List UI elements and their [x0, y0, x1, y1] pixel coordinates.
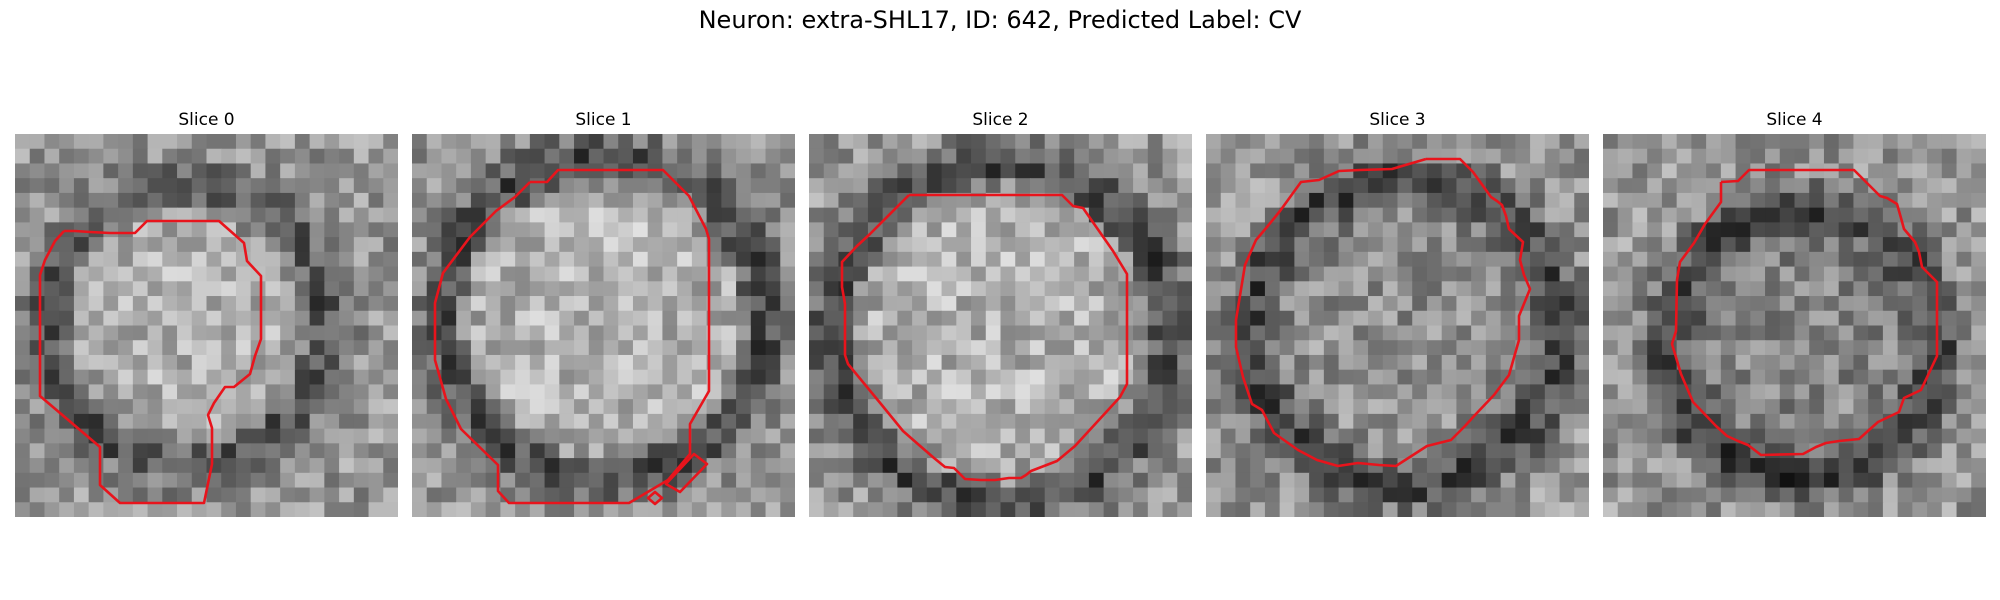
- slice-grain-4: [1603, 134, 1986, 517]
- slice-title-4: Slice 4: [1766, 110, 1823, 130]
- slice-panel-2: Slice 2: [809, 108, 1192, 517]
- slice-image-2: [809, 134, 1192, 517]
- contour-2: [840, 193, 1129, 482]
- slice-image-0: [15, 134, 398, 517]
- slice-panel-1: Slice 1: [412, 108, 795, 517]
- contour-3: [1234, 157, 1532, 468]
- contour-0: [38, 219, 263, 505]
- contour-1: [433, 168, 711, 505]
- slice-panel-4: Slice 4: [1603, 108, 1986, 517]
- slice-panel-0: Slice 0: [15, 108, 398, 517]
- slice-image-1: [412, 134, 795, 517]
- contour-1-islet-a: [664, 452, 709, 494]
- slice-title-2: Slice 2: [972, 110, 1029, 130]
- slice-grain-1: [412, 134, 795, 517]
- slice-grain-2: [809, 134, 1192, 517]
- slice-title-1: Slice 1: [575, 110, 632, 130]
- contour-1-islet-b: [646, 490, 664, 506]
- slice-image-4: [1603, 134, 1986, 517]
- slice-grain-3: [1206, 134, 1589, 517]
- slice-title-0: Slice 0: [178, 110, 235, 130]
- slice-grain-0: [15, 134, 398, 517]
- slice-panel-3: Slice 3: [1206, 108, 1589, 517]
- slice-title-3: Slice 3: [1369, 110, 1426, 130]
- figure-title: Neuron: extra-SHL17, ID: 642, Predicted …: [698, 6, 1302, 34]
- slice-image-3: [1206, 134, 1589, 517]
- contour-4: [1670, 168, 1939, 457]
